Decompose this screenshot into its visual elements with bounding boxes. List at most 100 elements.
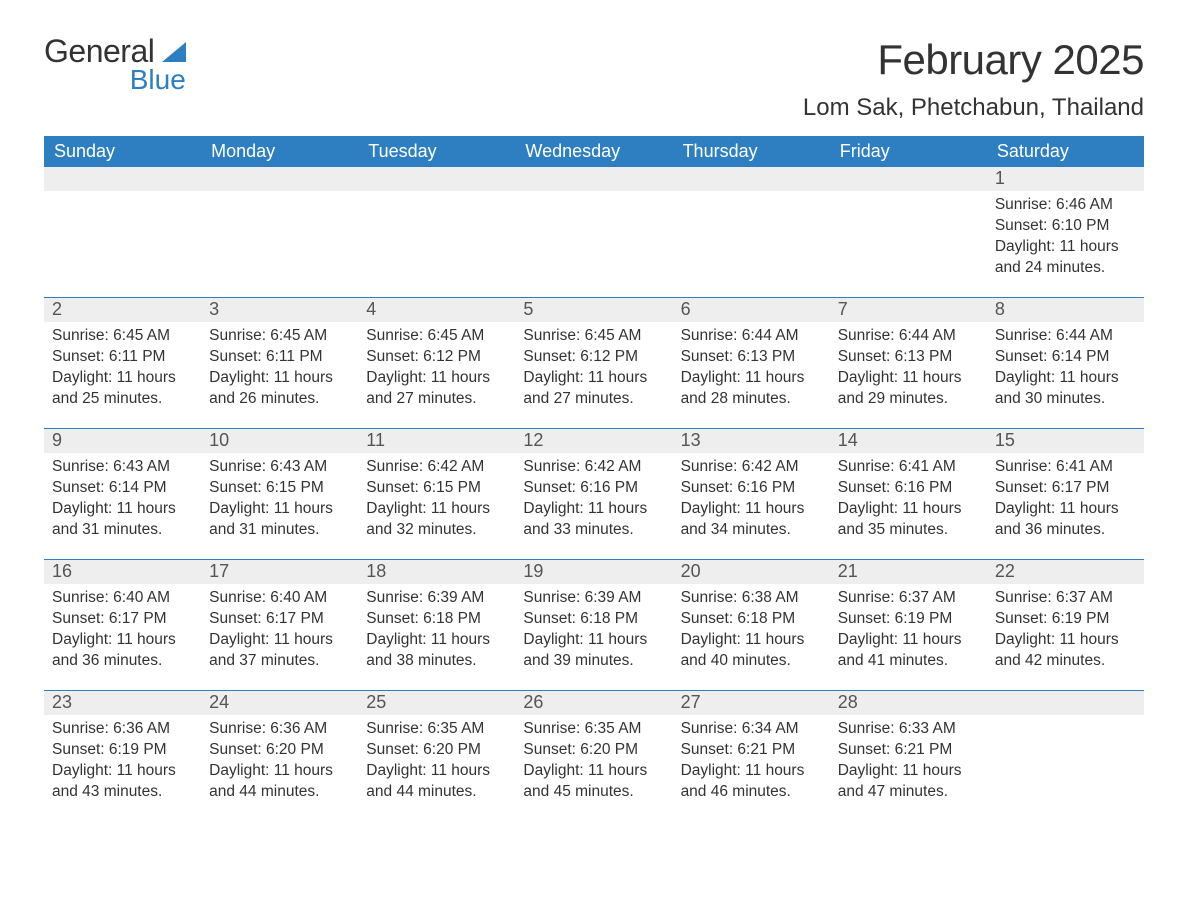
day-line: Sunset: 6:21 PM	[681, 740, 822, 761]
weekday-header: Friday	[830, 136, 987, 167]
day-line: Sunset: 6:11 PM	[52, 347, 193, 368]
day-line: and 33 minutes.	[523, 520, 664, 541]
day-line: Sunrise: 6:42 AM	[523, 457, 664, 478]
day-line: Sunset: 6:16 PM	[838, 478, 979, 499]
day-cell: Sunrise: 6:41 AMSunset: 6:16 PMDaylight:…	[830, 453, 987, 553]
day-number: 21	[830, 560, 987, 584]
day-line: and 35 minutes.	[838, 520, 979, 541]
day-cell: Sunrise: 6:39 AMSunset: 6:18 PMDaylight:…	[358, 584, 515, 684]
day-line: Daylight: 11 hours	[995, 630, 1136, 651]
day-line	[366, 195, 507, 216]
day-line	[52, 195, 193, 216]
day-cell: Sunrise: 6:46 AMSunset: 6:10 PMDaylight:…	[987, 191, 1144, 291]
day-line: Daylight: 11 hours	[838, 368, 979, 389]
day-number: 23	[44, 691, 201, 715]
day-line: Sunset: 6:21 PM	[838, 740, 979, 761]
day-cell: Sunrise: 6:44 AMSunset: 6:14 PMDaylight:…	[987, 322, 1144, 422]
day-cell: Sunrise: 6:43 AMSunset: 6:15 PMDaylight:…	[201, 453, 358, 553]
day-cell: Sunrise: 6:36 AMSunset: 6:20 PMDaylight:…	[201, 715, 358, 815]
day-cell: Sunrise: 6:44 AMSunset: 6:13 PMDaylight:…	[673, 322, 830, 422]
day-line: Sunset: 6:19 PM	[995, 609, 1136, 630]
day-number-strip: 232425262728	[44, 691, 1144, 715]
day-line: Sunset: 6:14 PM	[995, 347, 1136, 368]
day-line: and 28 minutes.	[681, 389, 822, 410]
day-line: Daylight: 11 hours	[523, 761, 664, 782]
day-number: 4	[358, 298, 515, 322]
day-number: 8	[987, 298, 1144, 322]
day-line	[681, 237, 822, 258]
day-line: Sunset: 6:10 PM	[995, 216, 1136, 237]
day-number: 5	[515, 298, 672, 322]
day-body-strip: Sunrise: 6:46 AMSunset: 6:10 PMDaylight:…	[44, 191, 1144, 291]
day-body-strip: Sunrise: 6:36 AMSunset: 6:19 PMDaylight:…	[44, 715, 1144, 815]
day-line: Sunrise: 6:36 AM	[52, 719, 193, 740]
day-number: 18	[358, 560, 515, 584]
day-line	[995, 761, 1136, 782]
day-number: 28	[830, 691, 987, 715]
day-line: Sunrise: 6:42 AM	[366, 457, 507, 478]
calendar-week: 232425262728Sunrise: 6:36 AMSunset: 6:19…	[44, 690, 1144, 815]
day-line: and 27 minutes.	[366, 389, 507, 410]
day-line: and 36 minutes.	[52, 651, 193, 672]
day-line: Sunset: 6:16 PM	[681, 478, 822, 499]
day-line: Sunrise: 6:40 AM	[209, 588, 350, 609]
day-line: Sunset: 6:17 PM	[209, 609, 350, 630]
day-cell: Sunrise: 6:45 AMSunset: 6:12 PMDaylight:…	[358, 322, 515, 422]
day-line	[209, 258, 350, 279]
calendar-week: 9101112131415Sunrise: 6:43 AMSunset: 6:1…	[44, 428, 1144, 553]
day-number: 17	[201, 560, 358, 584]
day-line: and 32 minutes.	[366, 520, 507, 541]
day-line: Daylight: 11 hours	[209, 368, 350, 389]
day-line: Daylight: 11 hours	[209, 499, 350, 520]
day-cell: Sunrise: 6:45 AMSunset: 6:11 PMDaylight:…	[201, 322, 358, 422]
day-cell	[515, 191, 672, 291]
day-cell: Sunrise: 6:37 AMSunset: 6:19 PMDaylight:…	[987, 584, 1144, 684]
day-line	[838, 195, 979, 216]
day-cell: Sunrise: 6:41 AMSunset: 6:17 PMDaylight:…	[987, 453, 1144, 553]
day-line: Daylight: 11 hours	[838, 630, 979, 651]
day-line: and 31 minutes.	[209, 520, 350, 541]
day-line	[523, 258, 664, 279]
day-line	[838, 237, 979, 258]
day-line: Sunset: 6:12 PM	[366, 347, 507, 368]
day-line: and 29 minutes.	[838, 389, 979, 410]
day-line: Sunrise: 6:33 AM	[838, 719, 979, 740]
day-line: Daylight: 11 hours	[52, 368, 193, 389]
day-line	[838, 258, 979, 279]
day-cell: Sunrise: 6:36 AMSunset: 6:19 PMDaylight:…	[44, 715, 201, 815]
day-line: and 43 minutes.	[52, 782, 193, 803]
day-cell: Sunrise: 6:45 AMSunset: 6:11 PMDaylight:…	[44, 322, 201, 422]
day-line: Daylight: 11 hours	[681, 630, 822, 651]
day-line: and 27 minutes.	[523, 389, 664, 410]
day-line: Sunset: 6:14 PM	[52, 478, 193, 499]
day-line	[52, 258, 193, 279]
day-number	[515, 167, 672, 191]
day-line: and 31 minutes.	[52, 520, 193, 541]
day-line: Daylight: 11 hours	[995, 499, 1136, 520]
day-line: and 47 minutes.	[838, 782, 979, 803]
day-cell	[201, 191, 358, 291]
day-line: Sunrise: 6:34 AM	[681, 719, 822, 740]
calendar-week: 16171819202122Sunrise: 6:40 AMSunset: 6:…	[44, 559, 1144, 684]
day-line: and 46 minutes.	[681, 782, 822, 803]
day-cell: Sunrise: 6:40 AMSunset: 6:17 PMDaylight:…	[44, 584, 201, 684]
day-line: and 24 minutes.	[995, 258, 1136, 279]
day-cell	[830, 191, 987, 291]
day-line: Sunrise: 6:44 AM	[838, 326, 979, 347]
day-number: 16	[44, 560, 201, 584]
day-line	[366, 237, 507, 258]
day-number: 13	[673, 429, 830, 453]
logo: General Blue	[44, 36, 186, 94]
day-line: Sunset: 6:18 PM	[523, 609, 664, 630]
day-line: Daylight: 11 hours	[681, 761, 822, 782]
day-body-strip: Sunrise: 6:40 AMSunset: 6:17 PM Daylight:…	[44, 584, 1144, 684]
day-cell: Sunrise: 6:43 AMSunset: 6:14 PMDaylight:…	[44, 453, 201, 553]
day-number: 3	[201, 298, 358, 322]
day-line: Sunset: 6:15 PM	[366, 478, 507, 499]
day-cell	[358, 191, 515, 291]
day-number: 22	[987, 560, 1144, 584]
day-line: Daylight: 11 hours	[523, 499, 664, 520]
day-cell	[44, 191, 201, 291]
day-line: and 44 minutes.	[366, 782, 507, 803]
day-cell: Sunrise: 6:45 AMSunset: 6:12 PMDaylight:…	[515, 322, 672, 422]
